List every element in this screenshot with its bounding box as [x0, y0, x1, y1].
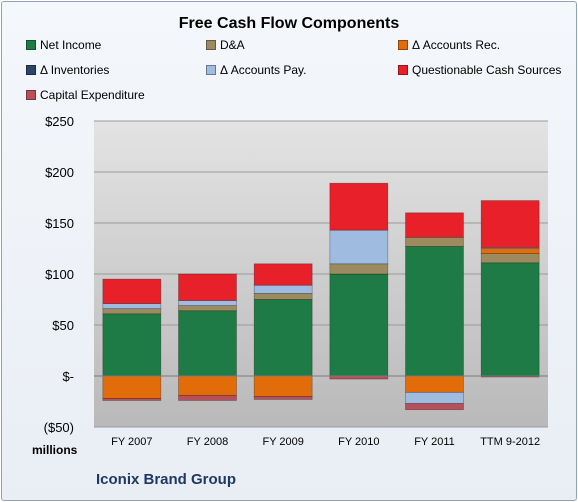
bar-net-income-fy-2009: [253, 299, 313, 377]
y-tick-label: $50: [52, 318, 74, 333]
bar-net-income-fy-2008: [178, 310, 237, 377]
legend-swatch: [26, 65, 36, 75]
y-tick-label: ($50): [44, 420, 74, 435]
legend-label: Δ Accounts Rec.: [412, 38, 501, 52]
bar-accounts-pay-fy-2010: [329, 229, 389, 265]
legend-label: Net Income: [40, 38, 102, 52]
legend-label: Capital Expenditure: [40, 88, 145, 102]
bar-questionable-cash-sources-fy-2011: [405, 212, 464, 238]
x-tick-label: TTM 9-2012: [480, 436, 540, 448]
y-tick-label: $200: [45, 165, 74, 180]
bar-net-income-fy-2007: [102, 313, 162, 377]
bar-d-a-fy-2008: [178, 305, 237, 312]
x-tick-label: FY 2008: [187, 436, 228, 448]
bar-accounts-pay-fy-2008: [178, 300, 237, 306]
bar-accounts-rec-ttm-9-2012: [480, 248, 540, 254]
legend-label: Questionable Cash Sources: [412, 63, 562, 77]
y-tick-label: $150: [45, 216, 74, 231]
bar-d-a-fy-2011: [405, 236, 464, 247]
bar-accounts-pay-fy-2009: [253, 284, 313, 294]
x-tick-label: FY 2009: [262, 436, 303, 448]
bar-d-a-fy-2007: [102, 308, 162, 315]
bar-d-a-ttm-9-2012: [480, 253, 540, 264]
bar-questionable-cash-sources-ttm-9-2012: [480, 200, 540, 248]
bar-questionable-cash-sources-fy-2009: [253, 263, 313, 286]
x-tick-label: FY 2007: [111, 436, 152, 448]
bar-accounts-rec-fy-2009: [253, 375, 313, 397]
y-tick-label: $100: [45, 267, 74, 282]
units-label: millions: [32, 443, 78, 457]
company-name: Iconix Brand Group: [96, 471, 237, 488]
x-tick-label: FY 2011: [414, 436, 455, 448]
bar-accounts-rec-fy-2008: [178, 375, 237, 396]
bar-capital-expenditure-fy-2009: [253, 396, 313, 400]
legend-label: D&A: [220, 38, 245, 52]
legend-swatch: [26, 40, 36, 50]
chart-title: Free Cash Flow Components: [178, 15, 400, 32]
legend-swatch: [398, 65, 408, 75]
bar-accounts-rec-fy-2007: [102, 375, 162, 399]
bar-questionable-cash-sources-fy-2010: [329, 182, 389, 231]
bar-accounts-pay-fy-2011: [405, 391, 464, 404]
bar-net-income-fy-2011: [405, 246, 464, 377]
bar-net-income-ttm-9-2012: [480, 262, 540, 377]
bar-capital-expenditure-fy-2011: [405, 403, 464, 411]
bar-accounts-pay-fy-2007: [102, 303, 162, 310]
y-tick-label: $-: [62, 369, 74, 384]
legend-label: Δ Inventories: [40, 63, 110, 77]
bar-questionable-cash-sources-fy-2008: [178, 273, 237, 301]
bar-questionable-cash-sources-fy-2007: [102, 278, 162, 304]
legend-swatch: [206, 65, 216, 75]
bar-d-a-fy-2010: [329, 263, 389, 275]
bar-capital-expenditure-fy-2007: [102, 398, 162, 401]
legend-swatch: [206, 40, 216, 50]
bar-d-a-fy-2009: [253, 293, 313, 300]
legend-swatch: [398, 40, 408, 50]
legend-label: Δ Accounts Pay.: [220, 63, 307, 77]
x-tick-label: FY 2010: [338, 436, 379, 448]
y-tick-label: $250: [45, 114, 74, 129]
bar-net-income-fy-2010: [329, 273, 389, 377]
bar-capital-expenditure-fy-2008: [178, 395, 237, 401]
legend-swatch: [26, 90, 36, 100]
bar-accounts-rec-fy-2011: [405, 375, 464, 393]
